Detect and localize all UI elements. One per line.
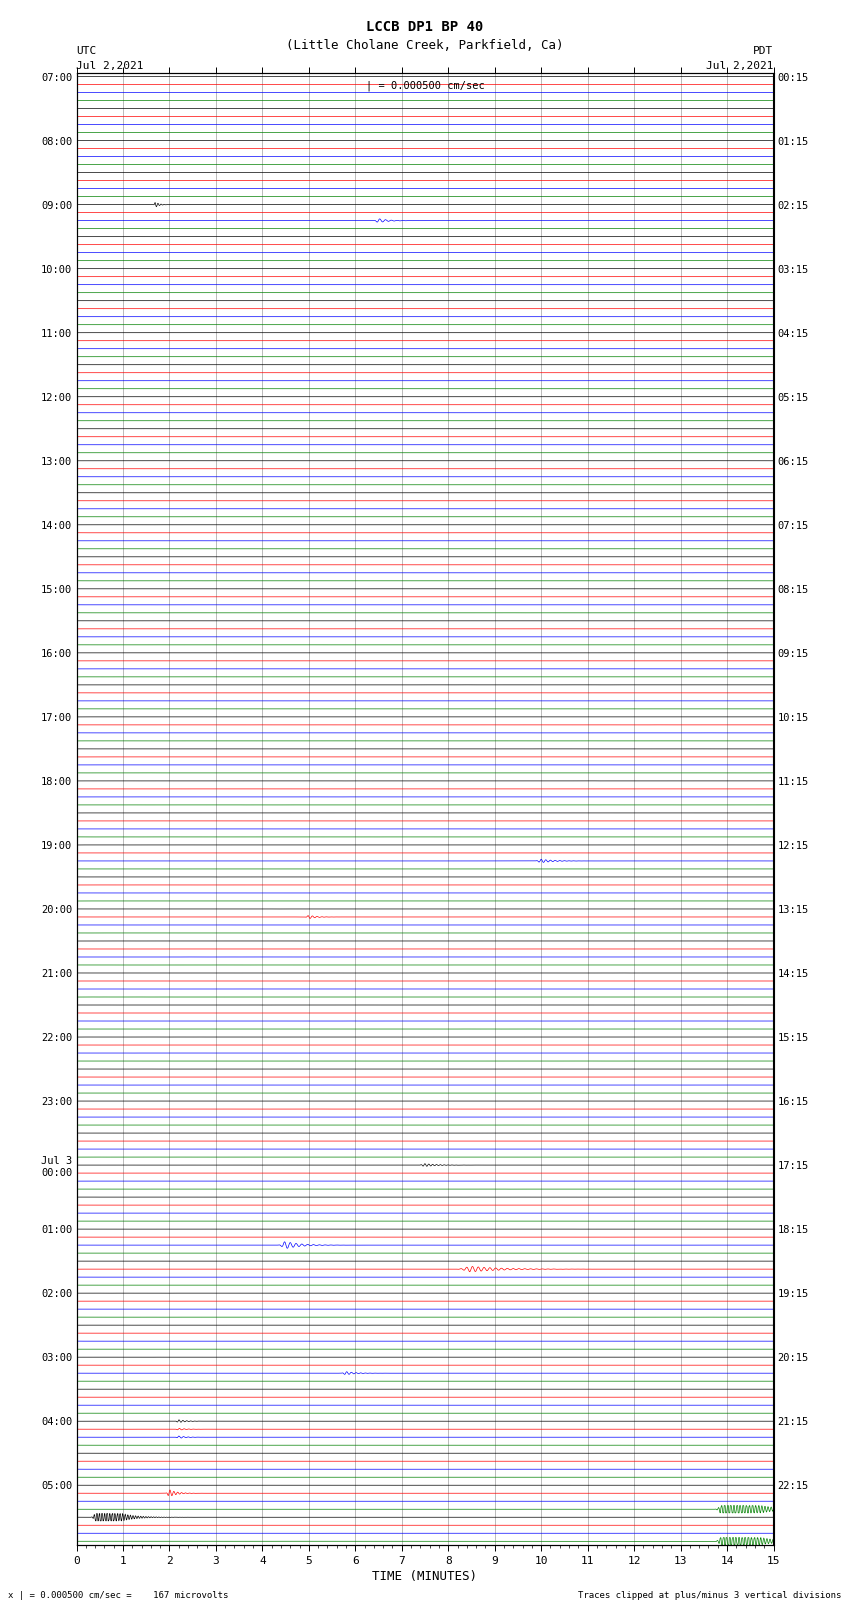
Text: (Little Cholane Creek, Parkfield, Ca): (Little Cholane Creek, Parkfield, Ca)	[286, 39, 564, 52]
X-axis label: TIME (MINUTES): TIME (MINUTES)	[372, 1569, 478, 1582]
Text: x | = 0.000500 cm/sec =    167 microvolts: x | = 0.000500 cm/sec = 167 microvolts	[8, 1590, 229, 1600]
Text: Traces clipped at plus/minus 3 vertical divisions: Traces clipped at plus/minus 3 vertical …	[578, 1590, 842, 1600]
Text: LCCB DP1 BP 40: LCCB DP1 BP 40	[366, 19, 484, 34]
Text: Jul 2,2021: Jul 2,2021	[706, 61, 774, 71]
Text: Jul 2,2021: Jul 2,2021	[76, 61, 144, 71]
Text: PDT: PDT	[753, 47, 774, 56]
Text: UTC: UTC	[76, 47, 97, 56]
Text: | = 0.000500 cm/sec: | = 0.000500 cm/sec	[366, 81, 484, 92]
